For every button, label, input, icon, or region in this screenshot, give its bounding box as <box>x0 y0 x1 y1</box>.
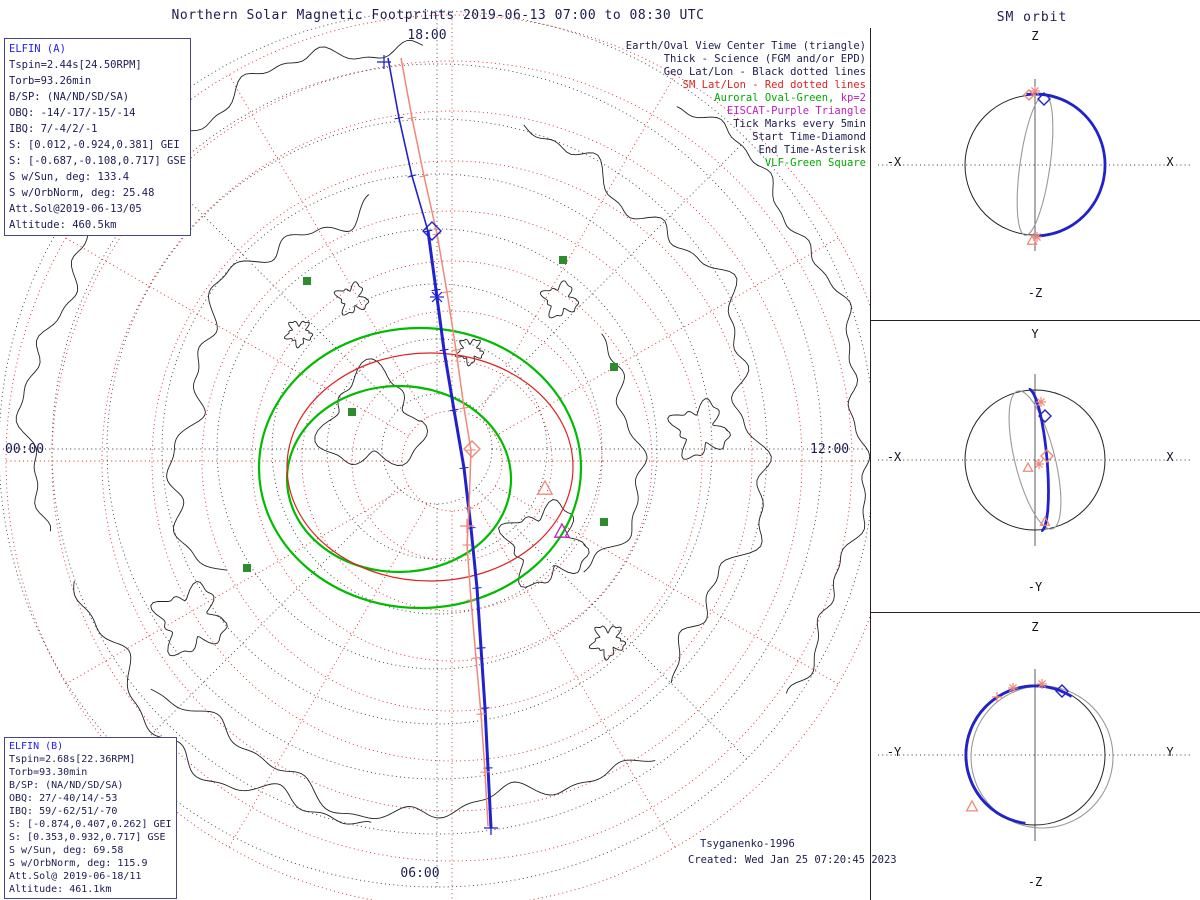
mlt-label-00: 00:00 <box>5 442 45 457</box>
credits: Tsyganenko-1996 Created: Wed Jan 25 07:2… <box>688 836 897 868</box>
legend-item: End Time-Asterisk <box>758 144 866 156</box>
info-line: Tspin=2.68s[22.36RPM] <box>9 754 136 765</box>
info-line: Att.Sol@ 2019-06-18/11 <box>9 871 142 882</box>
orbit3-axis-bottom: -Z <box>1027 875 1043 889</box>
orbit-panel-X-Y <box>878 374 1192 546</box>
elfin-b-title: ELFIN (B) <box>9 741 64 752</box>
model-credit: Tsyganenko-1996 <box>700 838 795 850</box>
info-line: S w/Sun, deg: 69.58 <box>9 845 124 856</box>
legend-item: SM Lat/Lon - Red dotted lines <box>682 79 866 91</box>
legend-item: Thick - Science (FGM and/or EPD) <box>663 53 866 65</box>
info-line: Torb=93.30min <box>9 767 88 778</box>
vlf-squares <box>243 256 618 572</box>
info-line: Tspin=2.44s[24.50RPM] <box>9 59 142 71</box>
info-line: Att.Sol@2019-06-13/05 <box>9 203 142 215</box>
page-title: Northern Solar Magnetic Footprints 2019-… <box>171 8 705 23</box>
legend-item: Start Time-Diamond <box>752 131 866 143</box>
legend-item: Earth/Oval View Center Time (triangle) <box>625 40 866 52</box>
elfin-footprint-blue <box>387 57 493 829</box>
orbit1-axis-bottom: -Z <box>1027 286 1043 300</box>
info-line: B/SP: (NA/ND/SD/SA) <box>9 91 130 103</box>
created-credit: Created: Wed Jan 25 07:20:45 2023 <box>688 854 897 866</box>
auroral-oval <box>257 326 583 610</box>
sm-orbit-title: SM orbit <box>996 10 1068 25</box>
polar-map-canvas <box>0 10 870 900</box>
info-line: S w/Sun, deg: 133.4 <box>9 171 130 183</box>
orbit1-axis-left: -X <box>886 155 902 169</box>
map-markers <box>377 55 571 835</box>
info-line: OBQ: 27/-40/14/-53 <box>9 793 118 804</box>
sm-orbit-panels-canvas <box>870 28 1200 900</box>
map-legend: Earth/Oval View Center Time (triangle) Th… <box>626 40 866 170</box>
info-line: S: [0.353,0.932,0.717] GSE <box>9 832 166 843</box>
info-line: S w/OrbNorm, deg: 115.9 <box>9 858 148 869</box>
info-line: IBQ: 59/-62/51/-70 <box>9 806 118 817</box>
info-line: Altitude: 460.5km <box>9 219 117 231</box>
orbit2-axis-right: X <box>1166 450 1174 464</box>
orbit3-axis-top: Z <box>1031 620 1039 634</box>
elfin-a-info-panel: ELFIN (A) Tspin=2.44s[24.50RPM] Torb=93.2… <box>4 38 192 236</box>
info-line: Altitude: 461.1km <box>9 884 112 895</box>
legend-item: Tick Marks every 5min <box>733 118 866 130</box>
orbit1-axis-top: Z <box>1031 29 1039 43</box>
legend-item: EISCAT-Purple Triangle <box>726 105 866 117</box>
legend-item: VLF-Green Square <box>764 157 866 169</box>
mlt-label-06: 06:00 <box>400 866 440 881</box>
info-line: OBQ: -14/-17/-15/-14 <box>9 107 136 119</box>
elfin-a-lines: Tspin=2.44s[24.50RPM] Torb=93.26min B/SP: … <box>9 57 186 233</box>
coastlines <box>15 39 870 825</box>
info-line: Torb=93.26min <box>9 75 92 87</box>
orbit3-axis-right: Y <box>1166 745 1174 759</box>
legend-item: Geo Lat/Lon - Black dotted lines <box>663 66 866 78</box>
orbit2-axis-left: -X <box>886 450 902 464</box>
info-line: S: [0.012,-0.924,0.381] GEI <box>9 139 180 151</box>
mlt-label-12: 12:00 <box>810 442 850 457</box>
info-line: IBQ: 7/-4/2/-1 <box>9 123 98 135</box>
elfin-b-lines: Tspin=2.68s[22.36RPM] Torb=93.30min B/SP: … <box>9 753 172 896</box>
elfin-b-info-panel: ELFIN (B) Tspin=2.68s[22.36RPM] Torb=93.3… <box>4 737 177 899</box>
info-line: B/SP: (NA/ND/SD/SA) <box>9 780 124 791</box>
auroral-oval <box>285 384 513 574</box>
orbit2-axis-top: Y <box>1031 327 1039 341</box>
orbit2-axis-bottom: -Y <box>1027 580 1043 594</box>
info-line: S: [-0.874,0.407,0.262] GEI <box>9 819 172 830</box>
elfin-a-title: ELFIN (A) <box>9 43 66 55</box>
orbit1-axis-right: X <box>1166 155 1174 169</box>
orbit-panel-X-Z <box>878 79 1192 251</box>
sm-grid <box>5 14 870 900</box>
info-line: S: [-0.687,-0.108,0.717] GSE <box>9 155 187 167</box>
sm-latitude-oval <box>286 352 574 582</box>
elfin-footprint-salmon <box>400 57 490 827</box>
orbit-panel-Y-Z <box>878 669 1192 841</box>
legend-item: Auroral Oval-Green, kp=2 <box>714 92 866 104</box>
mlt-label-18: 18:00 <box>407 28 447 43</box>
orbit3-axis-left: -Y <box>886 745 902 759</box>
info-line: S w/OrbNorm, deg: 25.48 <box>9 187 155 199</box>
